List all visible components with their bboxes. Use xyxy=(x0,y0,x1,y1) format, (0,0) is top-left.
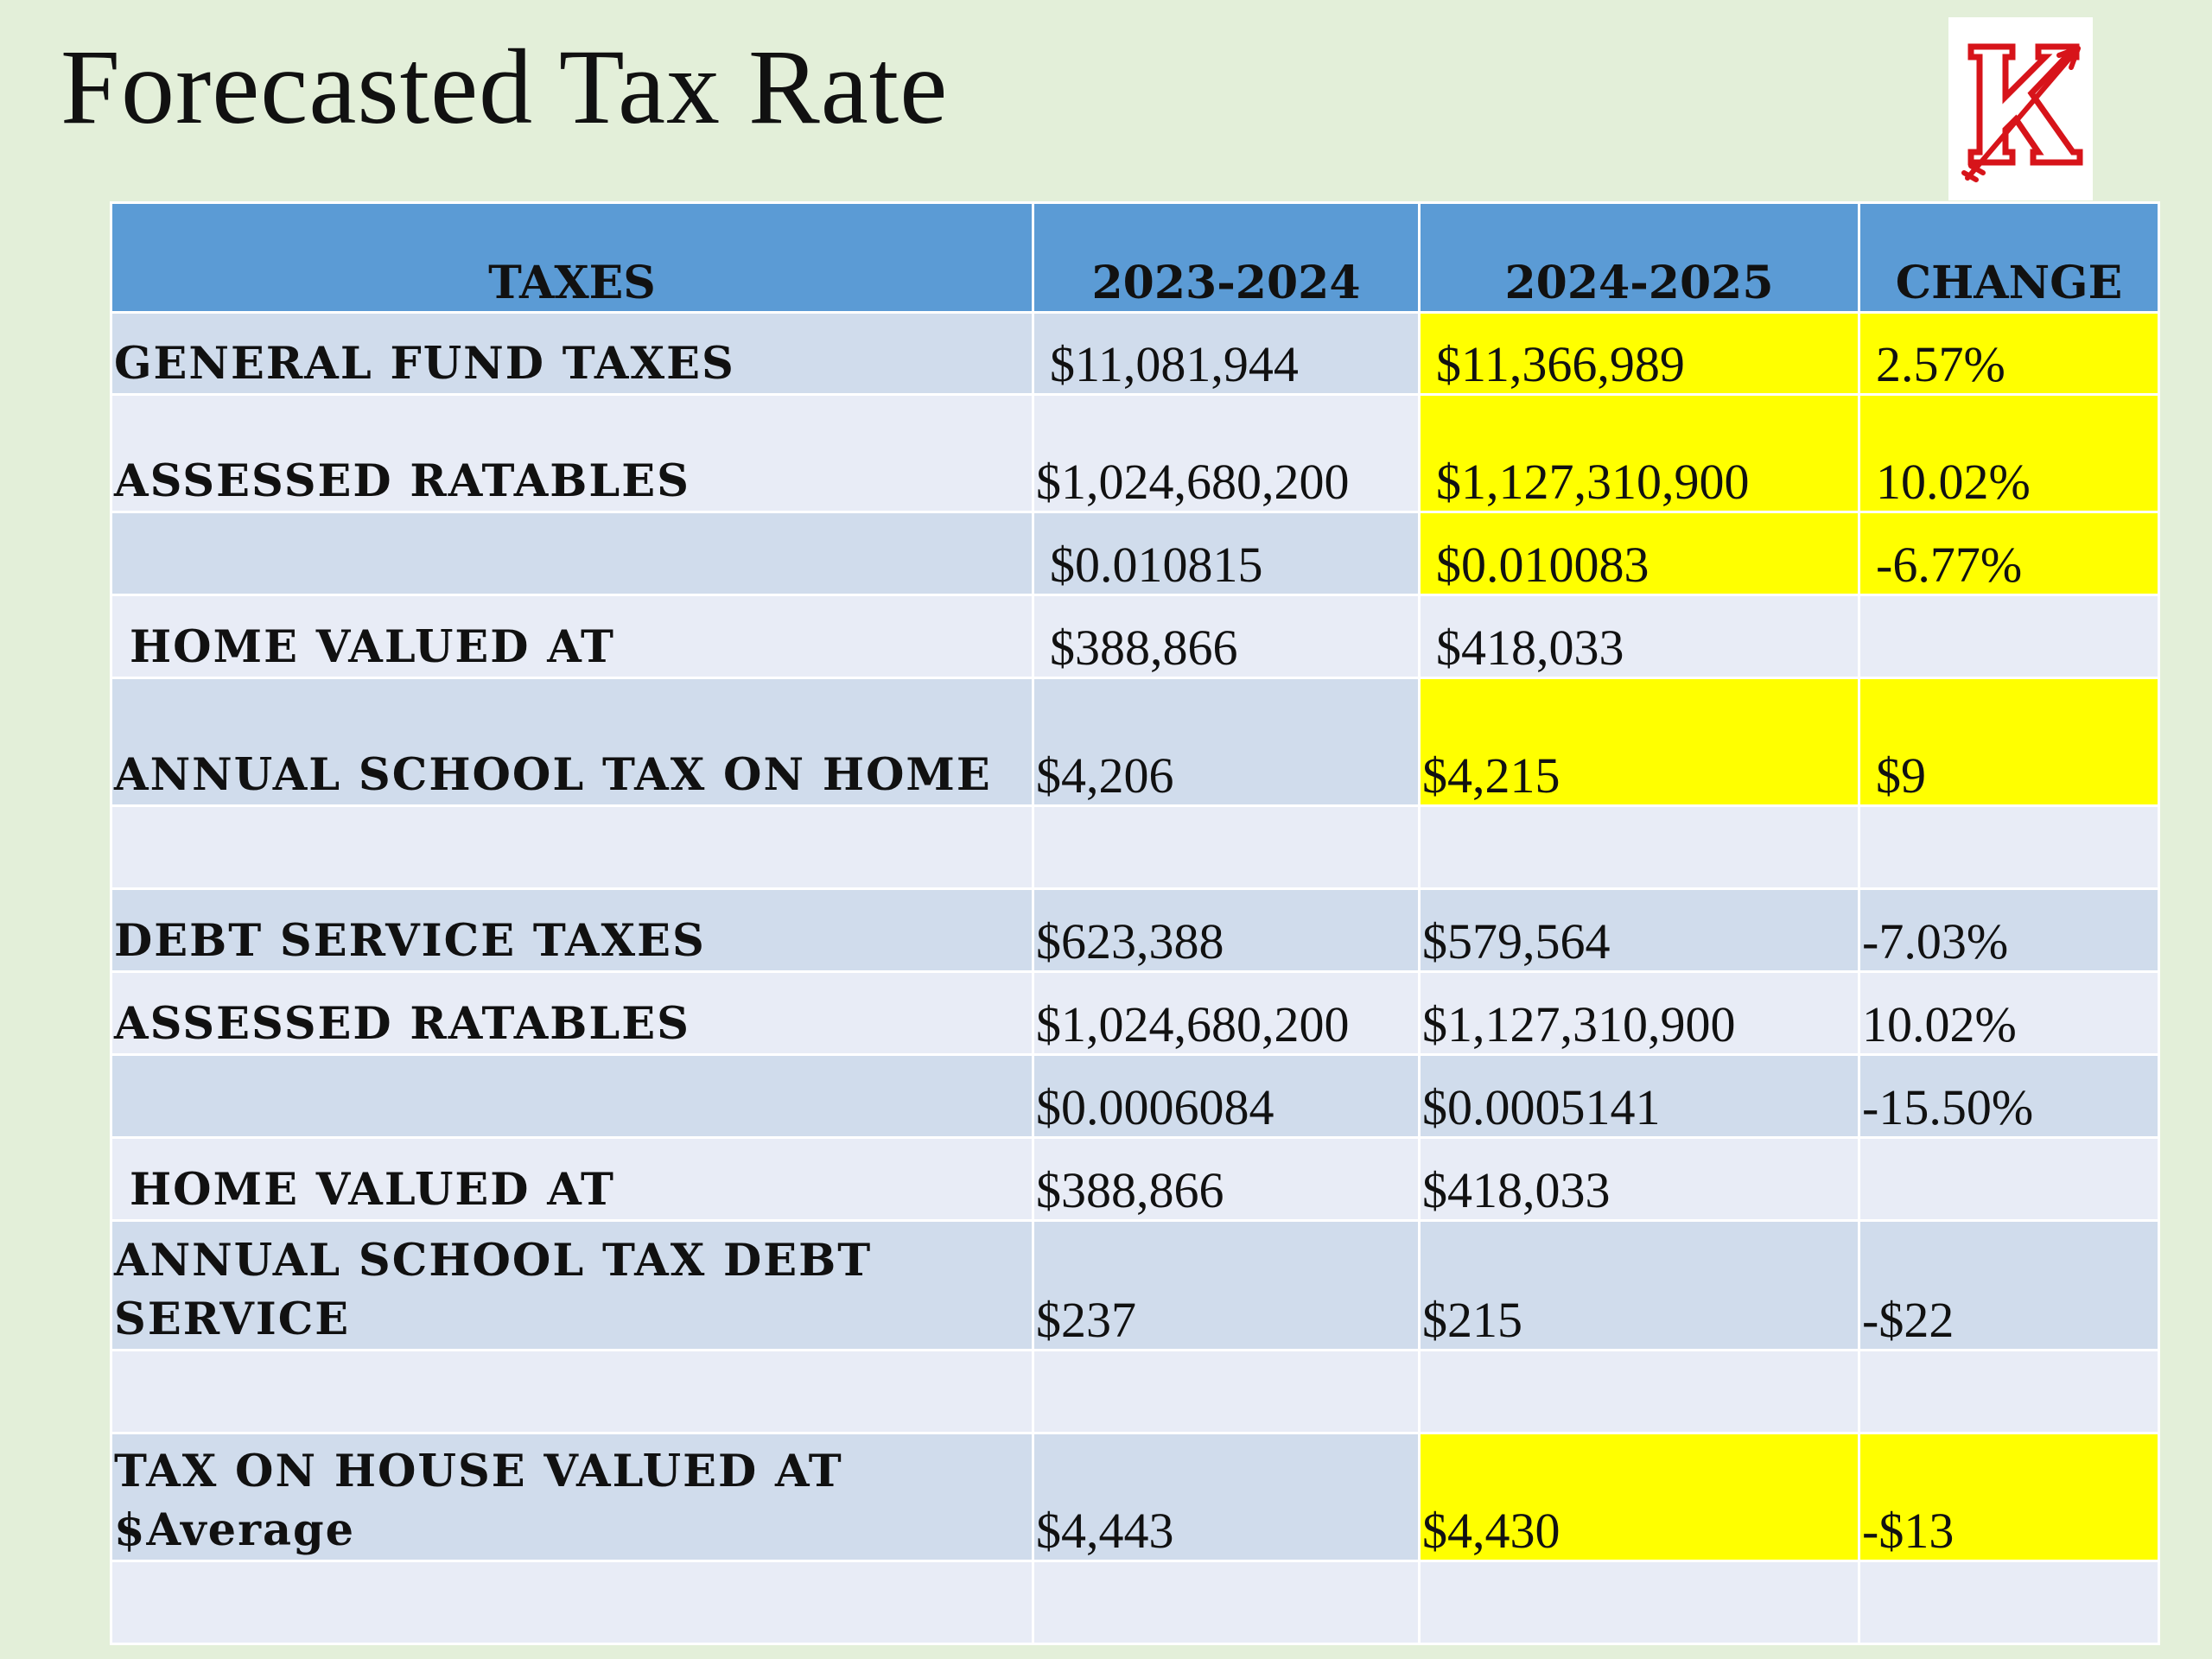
value-2024-2025: $579,564 xyxy=(1418,887,1860,973)
row-label: TAX ON HOUSE VALUED AT $Average xyxy=(110,1432,1034,1562)
table-row: ANNUAL SCHOOL TAX ON HOME $4,206 $4,215 … xyxy=(110,677,2160,807)
value-change: 10.02% xyxy=(1858,393,2160,513)
value-2024-2025: $4,215 xyxy=(1418,677,1860,807)
value-2023-2024: $623,388 xyxy=(1032,887,1421,973)
table-row: $0.0006084 $0.0005141 -15.50% xyxy=(110,1053,2160,1139)
value-2023-2024 xyxy=(1032,804,1421,890)
table-row: ANNUAL SCHOOL TAX DEBT SERVICE $237 $215… xyxy=(110,1219,2160,1351)
row-label xyxy=(110,1053,1034,1139)
row-label: ANNUAL SCHOOL TAX ON HOME xyxy=(110,677,1034,807)
table-row: HOME VALUED AT $388,866 $418,033 xyxy=(110,594,2160,679)
row-label xyxy=(110,1560,1034,1645)
value-2023-2024: $237 xyxy=(1032,1219,1421,1351)
header-taxes: TAXES xyxy=(110,201,1034,314)
value-2024-2025 xyxy=(1418,1349,1860,1434)
header-change: CHANGE xyxy=(1858,201,2160,314)
table-row: HOME VALUED AT $388,866 $418,033 xyxy=(110,1136,2160,1222)
value-2023-2024 xyxy=(1032,1349,1421,1434)
value-2024-2025: $0.010083 xyxy=(1418,511,1860,596)
value-2023-2024: $1,024,680,200 xyxy=(1032,970,1421,1056)
value-change xyxy=(1858,1136,2160,1222)
value-change: 10.02% xyxy=(1858,970,2160,1056)
value-change: 2.57% xyxy=(1858,311,2160,396)
value-change: -15.50% xyxy=(1858,1053,2160,1139)
value-2024-2025: $418,033 xyxy=(1418,594,1860,679)
value-2023-2024: $388,866 xyxy=(1032,1136,1421,1222)
table-row: GENERAL FUND TAXES $11,081,944 $11,366,9… xyxy=(110,311,2160,396)
table-row: TAX ON HOUSE VALUED AT $Average $4,443 $… xyxy=(110,1432,2160,1562)
row-label: ASSESSED RATABLES xyxy=(110,970,1034,1056)
header-2023-2024: 2023-2024 xyxy=(1032,201,1421,314)
value-2024-2025: $1,127,310,900 xyxy=(1418,393,1860,513)
row-label: ANNUAL SCHOOL TAX DEBT SERVICE xyxy=(110,1219,1034,1351)
row-label: ASSESSED RATABLES xyxy=(110,393,1034,513)
table-row xyxy=(110,1560,2160,1645)
table-row: $0.010815 $0.010083 -6.77% xyxy=(110,511,2160,596)
row-label xyxy=(110,1349,1034,1434)
value-2023-2024: $0.010815 xyxy=(1032,511,1421,596)
value-2023-2024: $4,443 xyxy=(1032,1432,1421,1562)
table-row: DEBT SERVICE TAXES $623,388 $579,564 -7.… xyxy=(110,887,2160,973)
value-2024-2025: $0.0005141 xyxy=(1418,1053,1860,1139)
value-change xyxy=(1858,594,2160,679)
value-2024-2025: $11,366,989 xyxy=(1418,311,1860,396)
value-change: -7.03% xyxy=(1858,887,2160,973)
row-label: HOME VALUED AT xyxy=(110,1136,1034,1222)
table-row xyxy=(110,804,2160,890)
value-2023-2024: $11,081,944 xyxy=(1032,311,1421,396)
value-change xyxy=(1858,1560,2160,1645)
row-label xyxy=(110,804,1034,890)
value-change: -6.77% xyxy=(1858,511,2160,596)
value-2024-2025: $418,033 xyxy=(1418,1136,1860,1222)
value-change xyxy=(1858,1349,2160,1434)
value-change: -$13 xyxy=(1858,1432,2160,1562)
value-2024-2025 xyxy=(1418,1560,1860,1645)
arrow-k-logo-icon xyxy=(1961,43,2083,182)
value-2023-2024: $4,206 xyxy=(1032,677,1421,807)
school-logo xyxy=(1948,17,2093,200)
table-row xyxy=(110,1349,2160,1434)
row-label: DEBT SERVICE TAXES xyxy=(110,887,1034,973)
row-label: HOME VALUED AT xyxy=(110,594,1034,679)
value-2023-2024: $0.0006084 xyxy=(1032,1053,1421,1139)
tax-table: TAXES 2023-2024 2024-2025 CHANGE GENERAL… xyxy=(110,201,2160,1645)
value-2023-2024: $388,866 xyxy=(1032,594,1421,679)
value-2024-2025: $1,127,310,900 xyxy=(1418,970,1860,1056)
value-change: $9 xyxy=(1858,677,2160,807)
value-change xyxy=(1858,804,2160,890)
value-2024-2025: $4,430 xyxy=(1418,1432,1860,1562)
row-label: GENERAL FUND TAXES xyxy=(110,311,1034,396)
value-change: -$22 xyxy=(1858,1219,2160,1351)
value-2023-2024 xyxy=(1032,1560,1421,1645)
page-title: Forecasted Tax Rate xyxy=(60,28,949,146)
table-header-row: TAXES 2023-2024 2024-2025 CHANGE xyxy=(110,201,2160,314)
header-2024-2025: 2024-2025 xyxy=(1418,201,1860,314)
row-label xyxy=(110,511,1034,596)
table-row: ASSESSED RATABLES $1,024,680,200 $1,127,… xyxy=(110,393,2160,513)
value-2023-2024: $1,024,680,200 xyxy=(1032,393,1421,513)
table-row: ASSESSED RATABLES $1,024,680,200 $1,127,… xyxy=(110,970,2160,1056)
value-2024-2025: $215 xyxy=(1418,1219,1860,1351)
value-2024-2025 xyxy=(1418,804,1860,890)
